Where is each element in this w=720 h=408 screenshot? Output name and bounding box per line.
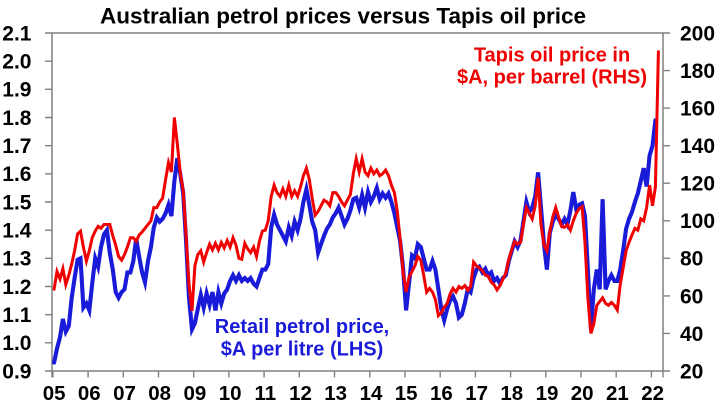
svg-text:180: 180: [680, 60, 715, 83]
svg-text:Australian petrol prices versu: Australian petrol prices versus Tapis oi…: [100, 4, 586, 29]
svg-text:15: 15: [395, 382, 418, 405]
svg-text:21: 21: [606, 382, 629, 405]
svg-text:60: 60: [680, 285, 703, 308]
svg-text:0.9: 0.9: [2, 360, 31, 383]
svg-text:1.7: 1.7: [2, 135, 31, 158]
svg-text:140: 140: [680, 135, 715, 158]
svg-text:08: 08: [148, 382, 171, 405]
svg-text:11: 11: [254, 382, 276, 405]
svg-text:2.1: 2.1: [2, 22, 32, 45]
svg-text:20: 20: [571, 382, 594, 405]
svg-text:06: 06: [78, 382, 101, 405]
svg-text:19: 19: [536, 382, 559, 405]
svg-text:05: 05: [43, 382, 66, 405]
svg-text:1.3: 1.3: [2, 248, 31, 271]
svg-text:18: 18: [500, 382, 523, 405]
svg-text:80: 80: [680, 248, 703, 271]
svg-text:200: 200: [680, 22, 715, 45]
svg-text:16: 16: [430, 382, 453, 405]
svg-text:1.1: 1.1: [2, 304, 32, 327]
svg-text:1.2: 1.2: [2, 276, 31, 299]
svg-text:10: 10: [219, 382, 242, 405]
svg-text:09: 09: [183, 382, 206, 405]
svg-text:$A, per barrel (RHS): $A, per barrel (RHS): [457, 67, 647, 89]
svg-text:Retail petrol price,: Retail petrol price,: [215, 316, 390, 338]
svg-text:2.0: 2.0: [2, 51, 31, 74]
svg-text:100: 100: [680, 210, 715, 233]
svg-text:40: 40: [680, 323, 703, 346]
svg-text:Tapis oil price in: Tapis oil price in: [474, 45, 630, 67]
svg-text:22: 22: [641, 382, 664, 405]
svg-text:$A per litre (LHS): $A per litre (LHS): [221, 339, 384, 361]
svg-text:14: 14: [360, 382, 383, 405]
svg-text:160: 160: [680, 98, 715, 121]
svg-text:20: 20: [680, 360, 703, 383]
svg-text:1.9: 1.9: [2, 79, 31, 102]
svg-text:1.8: 1.8: [2, 107, 32, 130]
svg-text:1.0: 1.0: [2, 332, 31, 355]
svg-text:13: 13: [324, 382, 347, 405]
svg-text:17: 17: [465, 382, 488, 405]
svg-text:12: 12: [289, 382, 312, 405]
svg-text:1.6: 1.6: [2, 163, 31, 186]
svg-text:07: 07: [113, 382, 136, 405]
svg-text:120: 120: [680, 173, 715, 196]
svg-text:1.4: 1.4: [2, 220, 32, 243]
svg-text:1.5: 1.5: [2, 191, 32, 214]
